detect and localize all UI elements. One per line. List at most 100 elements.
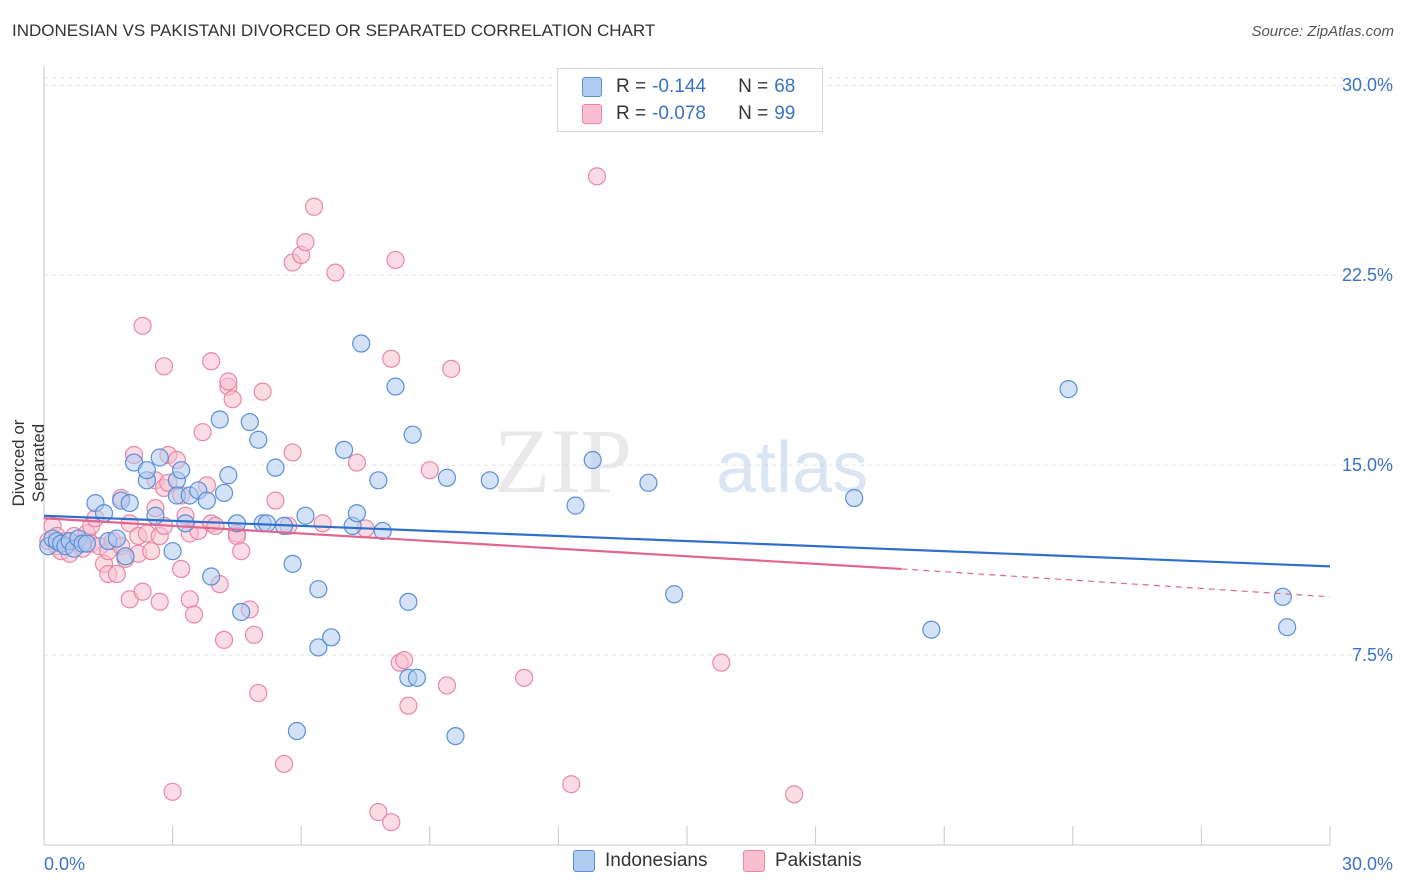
pakistani-point (326, 263, 345, 282)
pakistani-point (442, 359, 461, 378)
pakistani-point (223, 390, 242, 409)
source-label: Source: ZipAtlas.com (1251, 23, 1394, 40)
indonesian-swatch (582, 77, 602, 97)
indonesian-point (369, 471, 388, 490)
r-label: R = (616, 76, 647, 97)
indonesian-point (309, 580, 328, 599)
indonesian-swatch (573, 850, 595, 872)
indonesian-point (334, 440, 354, 460)
y-tick-label: 15.0% (1342, 455, 1393, 475)
indonesian-point (583, 450, 602, 470)
x-tick-label: 0.0% (44, 854, 85, 874)
pakistani-point (206, 516, 225, 535)
n-value: 99 (774, 103, 796, 124)
pakistani-point (232, 542, 251, 561)
stats-legend: R = -0.144 N = 68 R = -0.078 N = 99 (557, 68, 823, 132)
pakistani-point (382, 349, 401, 368)
pakistani-point (296, 233, 315, 252)
indonesian-point (176, 514, 195, 533)
n-label: N = (738, 103, 769, 124)
pakistani-point (133, 582, 152, 601)
pakistani-point (420, 461, 439, 480)
y-tick-label: 30.0% (1342, 75, 1393, 95)
pakistani-point (515, 668, 534, 687)
indonesian-point (1059, 380, 1078, 399)
legend-item-pakistanis[interactable]: Pakistanis (743, 850, 862, 872)
indonesian-point (287, 721, 307, 741)
indonesian-point (163, 542, 182, 561)
indonesian-point (403, 425, 422, 444)
x-tick-label: 30.0% (1342, 854, 1393, 874)
pakistani-point (266, 491, 285, 510)
pakistani-point (163, 782, 182, 801)
pakistani-point (249, 683, 268, 703)
watermark-zip: ZIP (494, 410, 632, 512)
y-axis-label: Divorced or Separated (9, 419, 48, 507)
indonesian-point (107, 529, 126, 548)
indonesian-point (219, 466, 238, 485)
pakistani-point (244, 625, 264, 644)
indonesian-point (446, 726, 465, 746)
y-tick-labels: 7.5% 15.0% 22.5% 30.0% (1342, 75, 1393, 665)
pakistani-trend-extension (901, 568, 1331, 598)
indonesian-trend-line (43, 514, 1331, 568)
pakistani-point (437, 676, 457, 695)
indonesian-point (150, 448, 169, 467)
indonesian-point (197, 491, 216, 510)
r-value: -0.144 (652, 76, 706, 97)
pakistani-point (150, 592, 169, 611)
legend-label: Indonesians (605, 850, 708, 871)
n-label: N = (738, 76, 769, 97)
legend-label: Pakistanis (775, 850, 862, 871)
pakistani-point (313, 514, 332, 533)
indonesian-point (639, 473, 658, 492)
indonesian-point (309, 638, 328, 657)
indonesian-point (172, 461, 191, 480)
pakistani-point (133, 316, 152, 335)
indonesian-point (283, 554, 302, 573)
indonesian-point (322, 628, 341, 647)
pakistani-point (274, 754, 294, 774)
pakistani-point (304, 197, 324, 216)
legend-item-indonesians[interactable]: Indonesians (573, 850, 707, 872)
indonesian-point (386, 377, 405, 396)
pakistani-point (399, 696, 418, 715)
n-value: 68 (774, 76, 796, 97)
indonesian-point (116, 547, 135, 566)
pakistani-swatch (582, 104, 602, 124)
indonesian-point (296, 506, 315, 525)
pakistani-point (172, 559, 191, 579)
indonesian-point (373, 521, 392, 541)
pakistani-point (347, 453, 367, 472)
indonesian-point (146, 506, 165, 525)
indonesian-point (120, 493, 139, 513)
indonesian-point (210, 410, 229, 429)
indonesian-point (214, 483, 234, 503)
pakistani-point (184, 605, 204, 624)
watermark: ZIP atlas (494, 410, 868, 512)
indonesian-point (202, 567, 221, 586)
legend-row-pakistanis: R = -0.078 N = 99 (582, 101, 795, 127)
indonesian-point (922, 620, 941, 639)
pakistani-point (154, 357, 174, 376)
pakistani-point (369, 802, 388, 822)
pakistani-point (785, 785, 804, 804)
indonesian-point (232, 602, 251, 622)
watermark-atlas: atlas (716, 428, 868, 508)
indonesian-point (266, 458, 285, 477)
pakistani-trend-line (43, 517, 902, 571)
pakistani-point (214, 630, 234, 649)
pakistani-point (180, 590, 199, 609)
indonesian-point (347, 504, 367, 523)
pakistani-point (142, 542, 161, 561)
indonesian-point (665, 585, 684, 604)
legend-row-indonesians: R = -0.144 N = 68 (582, 74, 795, 100)
indonesian-point (845, 488, 864, 508)
series-legend: Indonesians Pakistanis (0, 850, 1406, 878)
pakistani-point (587, 167, 607, 186)
pakistani-point (712, 653, 731, 672)
pakistani-point (382, 813, 401, 832)
axes: 0.0% 30.0% (43, 66, 1393, 874)
data-points (39, 167, 1297, 832)
